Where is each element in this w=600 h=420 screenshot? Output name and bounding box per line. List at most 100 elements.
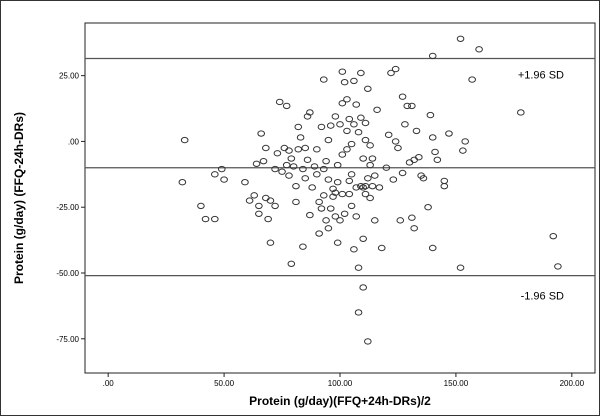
data-point xyxy=(289,163,298,170)
data-point xyxy=(357,182,365,190)
data-point xyxy=(391,138,400,145)
data-point xyxy=(211,215,219,223)
x-tick-label: 100.00 xyxy=(328,379,353,388)
data-point xyxy=(391,65,400,73)
x-axis-ticks: .00 50.00 100.00 150.00 200.00 xyxy=(103,373,585,388)
data-point xyxy=(345,177,354,185)
data-point xyxy=(354,264,363,271)
data-point xyxy=(359,235,367,242)
data-point xyxy=(350,246,358,253)
data-point xyxy=(475,46,483,53)
y-tick-label: -75.00 xyxy=(56,335,79,344)
data-point xyxy=(396,217,405,224)
data-point xyxy=(266,239,275,246)
data-point xyxy=(336,217,344,224)
data-point xyxy=(366,161,374,169)
data-point xyxy=(313,171,321,178)
data-point xyxy=(271,202,279,210)
data-point xyxy=(331,189,340,196)
data-point xyxy=(424,204,432,211)
data-point xyxy=(331,113,340,120)
data-point xyxy=(352,101,361,108)
data-point xyxy=(324,136,333,144)
data-point xyxy=(324,225,333,232)
data-point xyxy=(366,142,374,149)
y-tick-label: .00 xyxy=(68,137,80,146)
data-point xyxy=(364,85,372,92)
data-point xyxy=(266,197,275,204)
data-point xyxy=(398,169,407,177)
data-point xyxy=(410,225,418,232)
data-point xyxy=(456,264,465,271)
data-point xyxy=(336,121,344,128)
data-point xyxy=(329,185,337,192)
data-point xyxy=(357,114,365,121)
x-tick-label: 150.00 xyxy=(444,379,469,388)
data-point xyxy=(326,205,335,212)
data-point xyxy=(338,68,347,75)
data-point xyxy=(364,338,372,345)
data-point xyxy=(343,96,351,103)
data-point xyxy=(319,165,328,173)
data-point xyxy=(308,184,316,191)
y-axis-label: Protein (g/day) (FFQ-24h-DRs) xyxy=(12,112,26,284)
y-tick-label: -25.00 xyxy=(56,203,79,212)
data-point xyxy=(303,113,312,120)
data-point xyxy=(306,109,314,116)
data-point xyxy=(241,179,249,186)
data-point xyxy=(315,230,323,237)
data-point xyxy=(220,176,228,183)
data-point xyxy=(211,171,219,178)
data-point xyxy=(350,77,358,85)
data-point xyxy=(415,154,423,161)
data-point xyxy=(271,165,279,173)
data-point xyxy=(197,202,205,210)
data-point xyxy=(259,157,268,165)
data-point xyxy=(370,172,379,179)
data-point xyxy=(440,182,449,190)
data-point xyxy=(347,202,356,210)
data-point xyxy=(389,176,398,183)
data-point xyxy=(315,198,323,206)
data-point xyxy=(394,144,402,152)
data-point xyxy=(364,175,372,182)
data-point xyxy=(294,123,303,131)
data-point xyxy=(333,161,342,169)
data-point xyxy=(273,150,282,157)
x-tick-label: 200.00 xyxy=(560,379,585,388)
data-point xyxy=(354,309,363,316)
data-point xyxy=(338,100,347,107)
data-point xyxy=(255,210,263,217)
data-point xyxy=(333,179,342,186)
x-axis-label: Protein (g/day)(FFQ+24h-DRs)/2 xyxy=(249,394,431,408)
data-point xyxy=(431,148,439,156)
data-point xyxy=(324,176,333,183)
data-point xyxy=(255,202,263,210)
data-point xyxy=(252,160,261,167)
data-point xyxy=(428,244,437,252)
data-point xyxy=(373,106,381,114)
data-point xyxy=(299,243,307,250)
reference-line-label: +1.96 SD xyxy=(518,70,564,82)
data-point xyxy=(217,165,226,173)
data-point xyxy=(403,102,412,110)
data-point xyxy=(433,156,442,164)
data-point xyxy=(517,109,525,116)
data-point xyxy=(401,121,409,128)
data-point xyxy=(359,184,367,191)
data-point xyxy=(299,165,307,173)
data-point xyxy=(408,102,416,110)
data-point xyxy=(375,184,384,191)
data-point xyxy=(350,121,358,128)
data-point xyxy=(340,79,349,86)
data-point xyxy=(412,127,421,135)
data-point xyxy=(306,211,314,219)
data-point xyxy=(275,98,284,106)
data-point xyxy=(361,136,370,144)
data-point xyxy=(461,138,469,145)
data-point xyxy=(331,213,340,220)
data-point xyxy=(282,102,291,110)
data-point xyxy=(352,213,361,220)
data-point xyxy=(329,193,337,200)
